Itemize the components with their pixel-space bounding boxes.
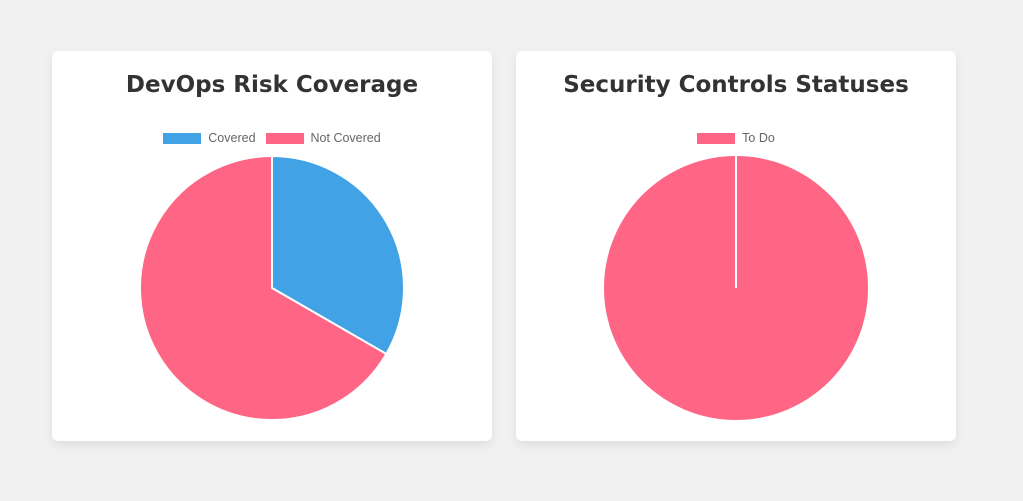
pie-chart (604, 156, 868, 420)
pie-chart (139, 155, 405, 421)
chart-title: DevOps Risk Coverage (125, 72, 419, 98)
legend-item-covered[interactable]: Covered (163, 131, 256, 145)
security-controls-statuses-card: Security Controls Statuses To Do (516, 51, 956, 441)
legend-swatch (163, 132, 202, 144)
pie-slice-not-covered[interactable] (139, 155, 388, 421)
legend-label: Not Covered (310, 131, 381, 145)
devops-risk-coverage-card: DevOps Risk Coverage Covered Not Covered (52, 51, 492, 441)
chart-legend: To Do (516, 131, 956, 145)
legend-item-not-covered[interactable]: Not Covered (265, 131, 381, 145)
pie-slice-covered[interactable] (271, 155, 405, 355)
chart-legend: Covered Not Covered (52, 131, 492, 145)
legend-swatch (265, 132, 304, 144)
legend-label: Covered (208, 131, 256, 145)
legend-label: To Do (742, 131, 775, 145)
legend-swatch (697, 132, 736, 144)
chart-title: Security Controls Statuses (563, 72, 909, 98)
legend-item-to-do[interactable]: To Do (697, 131, 775, 145)
